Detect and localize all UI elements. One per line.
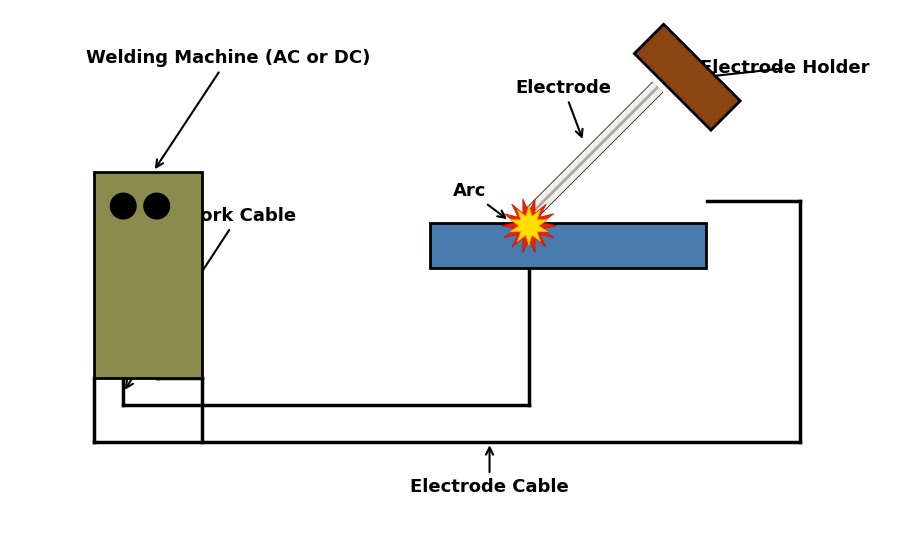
Text: Work Cable: Work Cable <box>126 207 296 388</box>
Polygon shape <box>501 199 556 252</box>
Text: Welding Machine (AC or DC): Welding Machine (AC or DC) <box>85 50 369 167</box>
Text: Electrode Cable: Electrode Cable <box>410 447 568 495</box>
Text: Arc: Arc <box>453 182 505 218</box>
Bar <box>94 172 202 378</box>
Polygon shape <box>510 206 547 245</box>
Text: Electrode Holder: Electrode Holder <box>699 59 868 80</box>
Polygon shape <box>634 25 740 130</box>
Text: Electrode: Electrode <box>515 79 611 137</box>
Bar <box>430 223 706 268</box>
Circle shape <box>110 193 136 219</box>
Circle shape <box>143 193 169 219</box>
